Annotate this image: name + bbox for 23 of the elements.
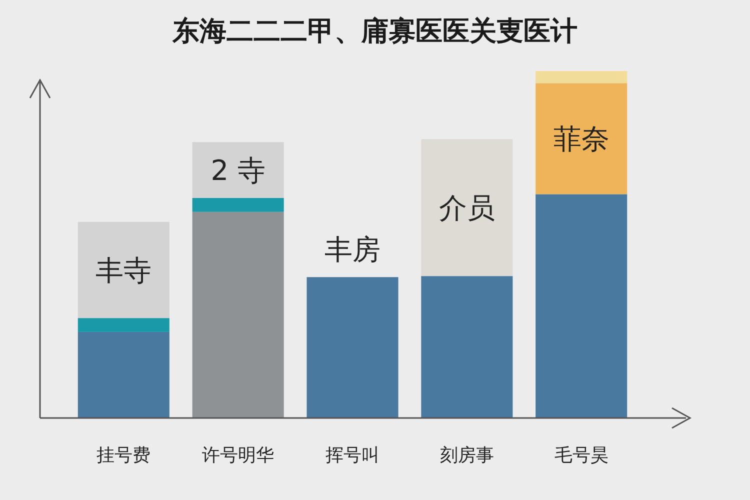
bar [536, 71, 628, 84]
x-tick-label: 挥号叫 [326, 444, 380, 466]
bar [78, 222, 170, 318]
bar [78, 332, 170, 418]
x-tick-label: 毛号昊 [554, 444, 608, 466]
bar [421, 139, 513, 276]
x-tick-label: 许号明华 [202, 444, 274, 466]
annotation: 丰房 [324, 232, 380, 266]
x-tick-label: 挂号费 [96, 444, 151, 466]
bar [306, 277, 398, 418]
annotation: 丰寺 [96, 254, 152, 287]
bar [536, 83, 628, 194]
bar [78, 318, 170, 332]
annotation: 菲奈 [553, 122, 610, 156]
chart-title: 东海二二二甲、庯寡医医关叓医计 [172, 16, 578, 47]
bar [192, 212, 284, 418]
bar [192, 142, 284, 198]
x-tick-label: 刻房事 [440, 444, 494, 466]
bar [421, 276, 513, 418]
bar [536, 194, 628, 418]
bar [192, 198, 284, 212]
annotation: 介员 [438, 191, 495, 224]
annotation: 2 寺 [210, 154, 266, 187]
